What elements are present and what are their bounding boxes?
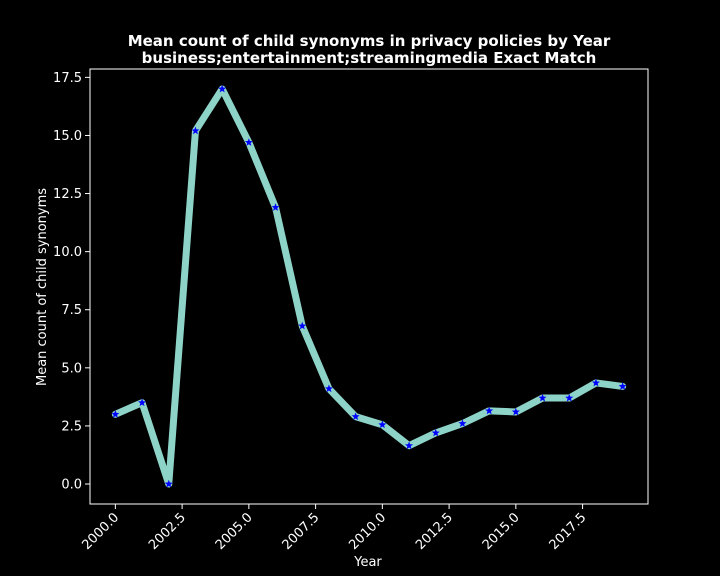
- data-point-marker: [511, 407, 520, 416]
- plot-frame: [89, 68, 649, 505]
- x-tick-label: 2015.0: [480, 510, 523, 553]
- data-point-marker: [591, 378, 600, 387]
- x-tick-label: 2005.0: [213, 510, 256, 553]
- x-tick-label: 2007.5: [280, 510, 323, 553]
- data-point-marker: [191, 126, 200, 135]
- data-point-marker: [565, 393, 574, 402]
- y-tick-label: 0.0: [61, 478, 82, 493]
- plot-area: [111, 84, 627, 488]
- data-point-marker: [405, 441, 414, 450]
- x-axis-label: Year: [353, 555, 382, 570]
- y-tick-label: 2.5: [61, 419, 82, 434]
- y-tick-label: 15.0: [53, 129, 82, 144]
- chart-subtitle: business;entertainment;streamingmedia Ex…: [142, 49, 597, 67]
- data-point-marker: [271, 203, 280, 211]
- data-point-marker: [324, 384, 333, 393]
- data-point-marker: [538, 393, 547, 402]
- data-point-marker: [164, 479, 173, 488]
- data-point-marker: [111, 410, 120, 418]
- x-tick-label: 2000.0: [79, 510, 122, 553]
- y-tick-label: 5.0: [61, 361, 82, 376]
- data-point-marker: [458, 419, 467, 427]
- axes: 0.0 2.5 5.0 7.5 10.0 12.5 15.0 17.5 2000.0 2002.5…: [53, 68, 649, 553]
- data-point-marker: [618, 382, 627, 390]
- data-point-marker: [298, 321, 307, 330]
- data-point-marker: [138, 398, 147, 407]
- y-tick-label: 7.5: [61, 303, 82, 318]
- x-tick-label: 2012.5: [413, 510, 456, 553]
- data-point-marker: [244, 138, 253, 146]
- data-point-marker: [378, 420, 387, 429]
- y-tick-label: 17.5: [53, 71, 82, 86]
- data-point-marker: [431, 428, 440, 437]
- data-point-marker: [485, 406, 494, 415]
- y-tick-label: 10.0: [53, 245, 82, 260]
- x-tick-label: 2010.0: [346, 510, 389, 553]
- y-axis-label: Mean count of child synonyms: [35, 188, 50, 386]
- chart-title: Mean count of child synonyms in privacy …: [128, 32, 611, 50]
- data-point-marker: [218, 84, 227, 93]
- series-line: [111, 85, 627, 488]
- x-tick-label: 2002.5: [146, 510, 189, 553]
- data-point-marker: [351, 412, 360, 421]
- y-tick-label: 12.5: [53, 187, 82, 202]
- x-tick-label: 2017.5: [547, 510, 590, 553]
